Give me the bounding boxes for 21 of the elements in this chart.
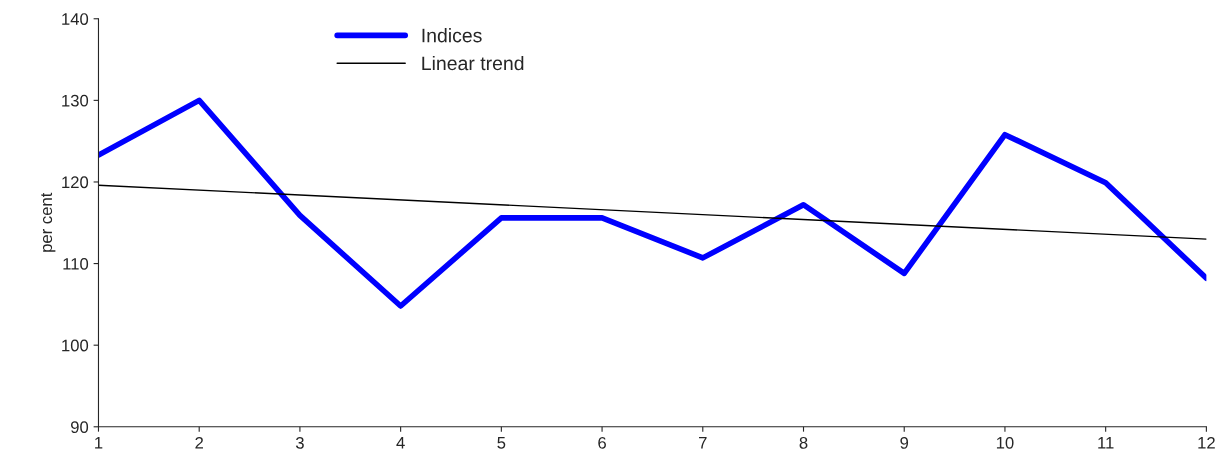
x-tick-label: 1 bbox=[95, 437, 103, 449]
x-tick-label: 9 bbox=[900, 436, 909, 449]
y-tick-label: 120 bbox=[62, 176, 89, 189]
x-tick-label: 2 bbox=[195, 436, 203, 449]
x-tick-label: 3 bbox=[295, 436, 304, 449]
legend-label: Linear trend bbox=[422, 55, 524, 71]
y-tick-label: 140 bbox=[62, 13, 89, 25]
y-tick-label: 100 bbox=[62, 339, 89, 352]
legend-label: Indices bbox=[422, 28, 482, 43]
x-tick-label: 12 bbox=[1198, 436, 1215, 449]
x-tick-label: 6 bbox=[598, 436, 606, 449]
x-tick-label: 11 bbox=[1098, 437, 1114, 449]
x-tick-label: 8 bbox=[799, 436, 808, 449]
x-tick-label: 10 bbox=[996, 436, 1014, 449]
x-tick-label: 4 bbox=[396, 437, 405, 449]
x-tick-label: 5 bbox=[497, 437, 506, 449]
y-tick-label: 90 bbox=[71, 421, 89, 433]
x-tick-label: 7 bbox=[699, 437, 707, 449]
y-tick-label: 110 bbox=[63, 257, 89, 270]
y-axis-title: per cent bbox=[41, 192, 56, 252]
y-tick-label: 130 bbox=[62, 94, 89, 107]
